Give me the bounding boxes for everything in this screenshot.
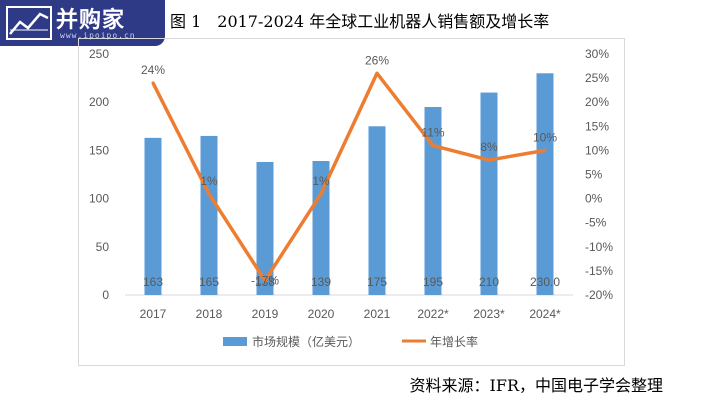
y-left-tick-label: 200 bbox=[89, 95, 109, 109]
bar-value-label: 230.0 bbox=[530, 275, 560, 289]
growth-rate-point-2023* bbox=[487, 158, 491, 162]
bar-2021 bbox=[368, 126, 386, 295]
growth-rate-label: 24% bbox=[141, 63, 165, 77]
source-note: 资料来源：IFR，中国电子学会整理 bbox=[409, 376, 663, 395]
growth-rate-point-2021 bbox=[375, 71, 379, 75]
growth-rate-line bbox=[151, 71, 546, 283]
growth-rate-point-2018 bbox=[207, 192, 211, 196]
bar-2017 bbox=[144, 137, 162, 295]
growth-rate-point-2019 bbox=[263, 279, 267, 283]
legend-swatch-market-size bbox=[223, 337, 247, 346]
growth-rate-point-2017 bbox=[151, 81, 155, 85]
y-right-tick-label: -15% bbox=[585, 264, 613, 278]
x-tick-label: 2021 bbox=[364, 307, 391, 321]
x-tick-label: 2020 bbox=[308, 307, 335, 321]
bar-value-label: 175 bbox=[367, 275, 387, 289]
bar-value-label: 210 bbox=[479, 275, 499, 289]
x-tick-label: 2017 bbox=[140, 307, 167, 321]
growth-rate-label: 26% bbox=[365, 53, 389, 67]
y-right-tick-label: -5% bbox=[585, 216, 607, 230]
bar-2019 bbox=[256, 161, 274, 295]
growth-rate-label: 8% bbox=[480, 140, 498, 154]
bar-2024* bbox=[536, 73, 554, 295]
x-tick-label: 2018 bbox=[196, 307, 223, 321]
y-right-tick-label: 30% bbox=[585, 47, 609, 61]
watermark-url: www.ipoipo.cn bbox=[60, 31, 136, 40]
y-left-tick-label: 0 bbox=[102, 288, 109, 302]
y-left-tick-label: 150 bbox=[89, 143, 109, 157]
y-right-tick-label: 25% bbox=[585, 71, 609, 85]
x-tick-label: 2024* bbox=[529, 307, 561, 321]
x-tick-label: 2022* bbox=[417, 307, 449, 321]
x-tick-label: 2019 bbox=[252, 307, 279, 321]
bar-2018 bbox=[200, 135, 218, 295]
chart-frame bbox=[78, 38, 625, 366]
chart-logo-icon bbox=[6, 6, 52, 40]
legend-label-growth-rate: 年增长率 bbox=[430, 334, 478, 349]
y-right-tick-label: -10% bbox=[585, 240, 613, 254]
y-left-tick-label: 250 bbox=[89, 47, 109, 61]
bar-2022* bbox=[424, 107, 442, 296]
y-right-tick-label: 5% bbox=[585, 168, 603, 182]
y-right-tick-label: -20% bbox=[585, 288, 613, 302]
figure-title: 图 1 2017-2024 年全球工业机器人销售额及增长率 bbox=[170, 12, 550, 31]
growth-rate-point-2020 bbox=[319, 192, 323, 196]
y-right-tick-label: 15% bbox=[585, 119, 609, 133]
y-left-tick-label: 50 bbox=[96, 240, 110, 254]
growth-rate-point-2022* bbox=[431, 144, 435, 148]
bar-value-label: 139 bbox=[311, 275, 331, 289]
growth-rate-label: 1% bbox=[312, 174, 330, 188]
bar-value-label: 195 bbox=[423, 275, 443, 289]
bar-value-label: 163 bbox=[143, 275, 163, 289]
x-tick-label: 2023* bbox=[473, 307, 505, 321]
y-right-tick-label: 10% bbox=[585, 143, 609, 157]
legend-label-market-size: 市场规模（亿美元） bbox=[252, 334, 360, 349]
growth-rate-label: 10% bbox=[533, 130, 557, 144]
watermark-brand: 并购家 bbox=[56, 8, 126, 33]
growth-rate-label: -17% bbox=[251, 274, 279, 288]
y-right-tick-label: 20% bbox=[585, 95, 609, 109]
bar-value-label: 165 bbox=[199, 275, 219, 289]
bar-2020 bbox=[312, 161, 330, 295]
y-left-tick-label: 100 bbox=[89, 192, 109, 206]
growth-rate-label: 1% bbox=[200, 174, 218, 188]
growth-rate-label: 11% bbox=[421, 126, 444, 140]
y-right-tick-label: 0% bbox=[585, 192, 603, 206]
bar-2023* bbox=[480, 92, 498, 295]
growth-rate-point-2024* bbox=[543, 148, 547, 152]
